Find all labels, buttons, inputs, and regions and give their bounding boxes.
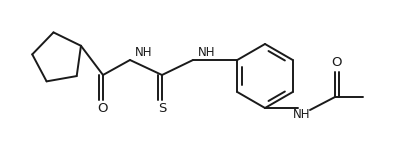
- Text: S: S: [158, 102, 166, 116]
- Text: NH: NH: [198, 45, 216, 59]
- Text: O: O: [98, 102, 108, 116]
- Text: NH: NH: [135, 45, 153, 59]
- Text: NH: NH: [293, 109, 311, 121]
- Text: O: O: [331, 57, 341, 69]
